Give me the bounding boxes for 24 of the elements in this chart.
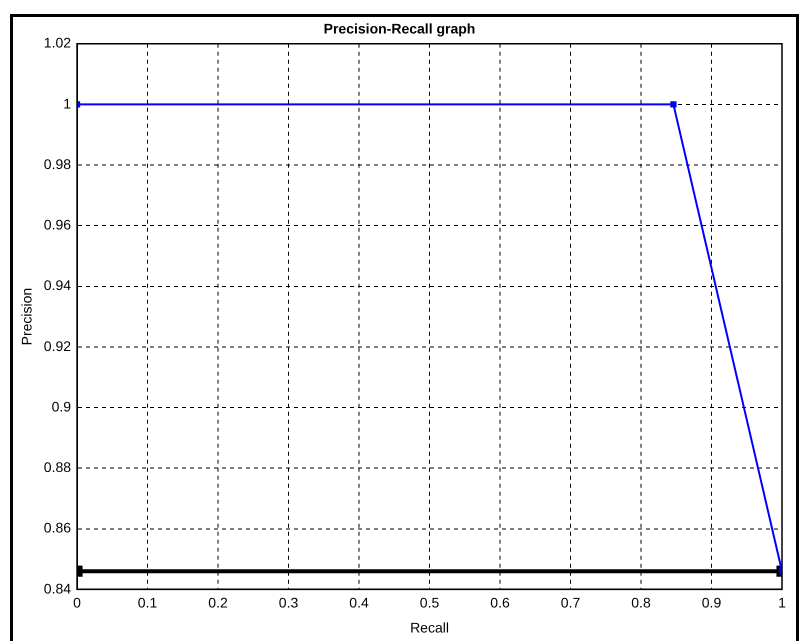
y-tick-label: 0.9 xyxy=(52,398,72,414)
x-tick-label: 0.9 xyxy=(702,594,722,611)
x-tick-label: 0.8 xyxy=(631,594,651,611)
y-tick-label: 1.02 xyxy=(44,34,72,51)
x-tick-label: 0.1 xyxy=(138,594,158,611)
y-axis-title: Precision xyxy=(18,288,34,346)
x-tick-label: 0.4 xyxy=(349,594,369,611)
chart-title: Precision-Recall graph xyxy=(324,20,476,36)
x-tick-label: 1 xyxy=(778,594,786,611)
y-tick-label: 0.88 xyxy=(44,459,72,476)
y-tick-label: 0.96 xyxy=(44,216,72,233)
x-tick-label: 0.7 xyxy=(560,594,580,611)
y-tick-label: 0.86 xyxy=(44,520,72,536)
x-tick-label: 0.2 xyxy=(208,594,228,611)
y-tick-label: 0.84 xyxy=(44,580,72,596)
y-tick-label: 0.92 xyxy=(44,338,72,354)
x-tick-label: 0.3 xyxy=(278,594,298,611)
y-tick-label: 0.94 xyxy=(44,277,72,294)
x-axis-title: Recall xyxy=(410,619,449,636)
y-tick-label: 1 xyxy=(63,95,72,112)
x-tick-label: 0 xyxy=(73,594,82,611)
x-tick-label: 0.5 xyxy=(420,594,440,611)
x-tick-label: 0.6 xyxy=(490,594,510,611)
y-tick-label: 0.98 xyxy=(44,156,72,172)
